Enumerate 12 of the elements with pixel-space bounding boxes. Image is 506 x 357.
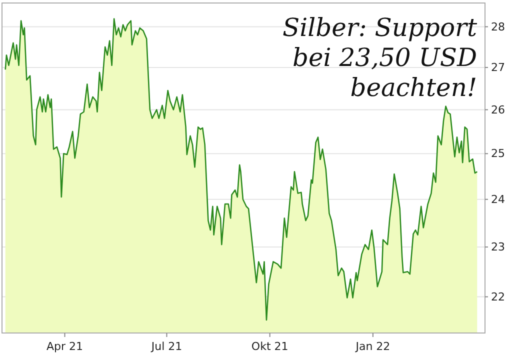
y-tick-label: 23 [491,240,505,254]
x-tick-label: Jul 21 [150,340,182,353]
y-tick-label: 24 [491,192,505,206]
y-tick-label: 25 [491,147,505,160]
x-tick-label: Apr 21 [46,340,84,353]
x-tick-label: Okt 21 [251,340,288,353]
y-tick-label: 28 [491,20,505,34]
x-tick-label: Jan 22 [354,340,390,353]
text: Silber: Support bei 23,50 USD beachten! [282,13,478,102]
y-tick-label: 22 [491,290,505,304]
y-tick-label: 26 [491,103,505,116]
y-tick-label: 27 [491,60,505,74]
